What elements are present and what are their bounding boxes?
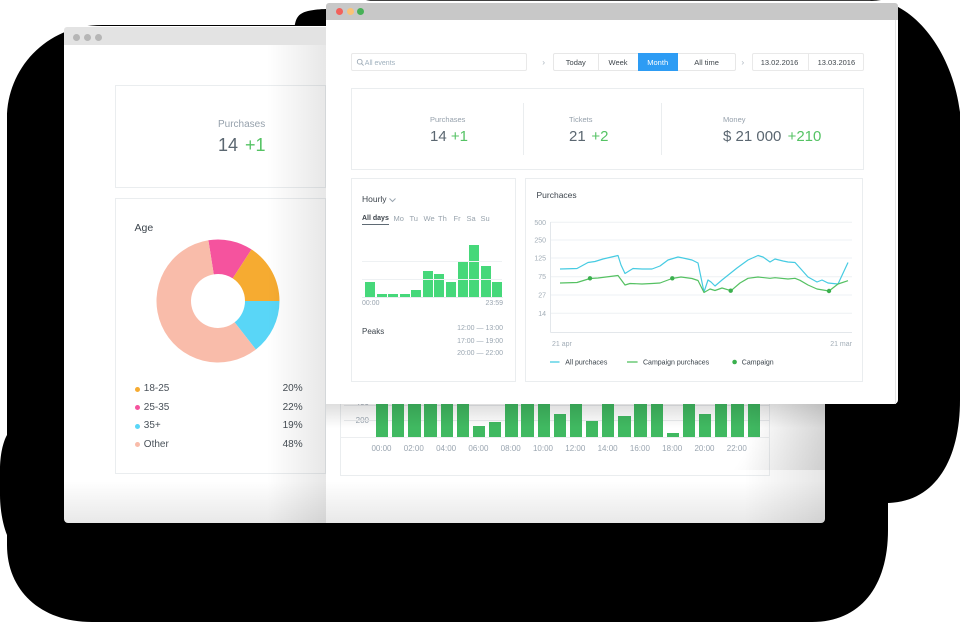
svg-text:Campaign: Campaign xyxy=(742,360,774,367)
svg-text:21 mar: 21 mar xyxy=(830,341,852,348)
svg-text:125: 125 xyxy=(534,256,546,263)
svg-text:500: 500 xyxy=(534,220,546,227)
svg-text:All purchaces: All purchaces xyxy=(565,360,608,367)
svg-text:75: 75 xyxy=(538,274,546,281)
svg-text:14: 14 xyxy=(538,311,546,318)
svg-text:250: 250 xyxy=(534,238,546,245)
svg-text:21 apr: 21 apr xyxy=(552,341,573,348)
svg-text:Campaign purchaces: Campaign purchaces xyxy=(643,360,710,367)
svg-text:27: 27 xyxy=(538,293,546,300)
